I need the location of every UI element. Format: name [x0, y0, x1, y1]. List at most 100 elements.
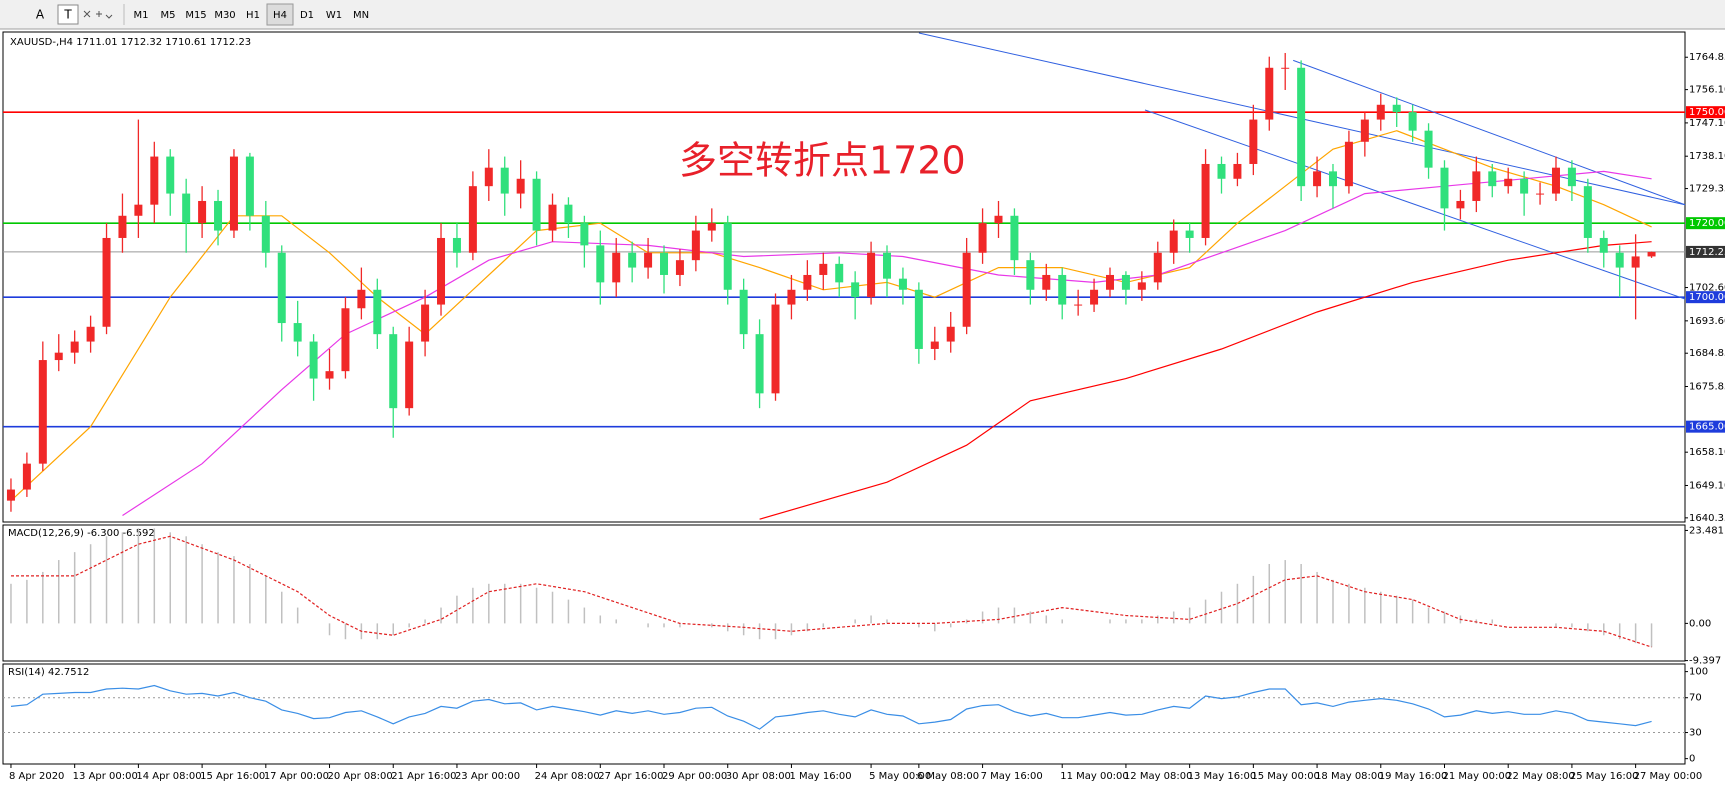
candle-body — [245, 156, 254, 216]
candle-body — [389, 334, 398, 409]
x-tick-label: 11 May 00:00 — [1060, 771, 1129, 782]
x-tick-label: 19 May 16:00 — [1379, 771, 1448, 782]
x-tick-label: 15 May 00:00 — [1251, 771, 1320, 782]
candle-body — [102, 237, 111, 327]
candle-body — [182, 193, 191, 224]
candle-body — [803, 274, 812, 290]
x-tick-label: 17 Apr 00:00 — [264, 771, 329, 782]
candle-body — [946, 326, 955, 342]
candle-body — [261, 215, 270, 253]
level-label-box — [1686, 106, 1725, 119]
y-tick-label: 23.481 — [1689, 525, 1724, 536]
x-tick-label: 21 Apr 16:00 — [391, 771, 456, 782]
y-tick-label: 1738.10 — [1689, 151, 1725, 162]
candle-body — [1344, 141, 1353, 187]
candle-body — [898, 278, 907, 290]
current-price-box — [1686, 245, 1725, 258]
candle-body — [1456, 200, 1465, 209]
x-tick-label: 8 Apr 2020 — [9, 771, 64, 782]
y-tick-label: 30 — [1689, 728, 1702, 739]
tool-label: T — [63, 8, 72, 22]
tool-label: A — [36, 8, 45, 22]
candle-body — [293, 323, 302, 342]
tool-button[interactable] — [57, 4, 79, 25]
candle-body — [691, 230, 700, 261]
x-tick-label: 22 May 08:00 — [1506, 771, 1575, 782]
y-tick-label: -9.397 — [1689, 656, 1721, 667]
candle-body — [612, 252, 621, 283]
x-tick-label: 25 May 16:00 — [1570, 771, 1639, 782]
y-tick-label: 1756.10 — [1689, 85, 1725, 96]
y-tick-label: 70 — [1689, 693, 1702, 704]
macd-panel — [2, 524, 1686, 662]
candle-body — [755, 334, 764, 394]
candle-body — [198, 200, 207, 224]
candle-body — [86, 326, 95, 342]
candle-body — [723, 223, 732, 290]
candle-body — [835, 263, 844, 283]
candle-body — [1567, 167, 1576, 187]
candle-body — [166, 156, 175, 194]
candle-body — [851, 282, 860, 298]
tool-icon[interactable] — [83, 10, 113, 19]
rsi-header: RSI(14) 42.7512 — [8, 667, 89, 678]
candle-body — [70, 341, 79, 353]
y-tick-label: 1640.35 — [1689, 513, 1725, 524]
y-tick-label: 1729.35 — [1689, 184, 1725, 195]
x-tick-label: 27 May 00:00 — [1634, 771, 1703, 782]
y-tick-label: 1702.60 — [1689, 283, 1725, 294]
candle-body — [437, 237, 446, 305]
candle-body — [1217, 163, 1226, 179]
macd-signal — [11, 535, 1652, 648]
candle-body — [596, 245, 605, 283]
rsi-panel — [2, 663, 1686, 765]
x-tick-label: 12 May 08:00 — [1124, 771, 1193, 782]
candle-body — [707, 223, 716, 231]
candle-body — [1090, 289, 1099, 305]
candle-body — [1424, 130, 1433, 168]
candle-body — [516, 178, 525, 194]
candle-body — [914, 289, 923, 349]
timeframe-label: M30 — [214, 10, 235, 21]
candle-body — [580, 223, 589, 246]
y-tick-label: 1684.85 — [1689, 348, 1725, 359]
candle-body — [357, 289, 366, 309]
candle-body — [1520, 178, 1529, 194]
y-tick-label: 1675.85 — [1689, 382, 1725, 393]
x-tick-label: 30 Apr 08:00 — [726, 771, 791, 782]
candle-body — [1551, 167, 1560, 194]
candle-body — [6, 489, 15, 501]
x-tick-label: 23 Apr 00:00 — [455, 771, 520, 782]
level-label: 1720.00 — [1689, 218, 1725, 229]
timeframe-label: M15 — [185, 10, 206, 21]
candle-body — [1169, 230, 1178, 253]
y-tick-label: 1764.85 — [1689, 52, 1725, 63]
y-tick-label: 1747.10 — [1689, 118, 1725, 129]
candle-body — [628, 252, 637, 268]
candle-body — [22, 463, 31, 490]
x-tick-label: 27 Apr 16:00 — [598, 771, 663, 782]
x-tick-label: 15 Apr 16:00 — [200, 771, 265, 782]
candle-body — [1058, 274, 1067, 305]
candle-body — [1392, 104, 1401, 113]
candle-body — [930, 341, 939, 349]
candle-body — [277, 252, 286, 324]
timeframe-label: M1 — [134, 10, 149, 21]
candle-body — [118, 215, 127, 238]
candle-body — [532, 178, 541, 231]
timeframe-label: M5 — [161, 10, 176, 21]
moving-average — [759, 241, 1652, 520]
candle-body — [452, 237, 461, 253]
macd-header: MACD(12,26,9) -6.300 -6.592 — [8, 528, 155, 539]
candle-body — [1121, 274, 1130, 290]
main-panel — [2, 31, 1686, 523]
candle-body — [1105, 274, 1114, 290]
candle-body — [1440, 167, 1449, 209]
candle-body — [564, 204, 573, 224]
candle-body — [1408, 112, 1417, 131]
y-tick-label: 1693.60 — [1689, 316, 1725, 327]
candle-body — [421, 304, 430, 342]
candle-body — [54, 352, 63, 361]
candle-body — [1536, 193, 1545, 195]
